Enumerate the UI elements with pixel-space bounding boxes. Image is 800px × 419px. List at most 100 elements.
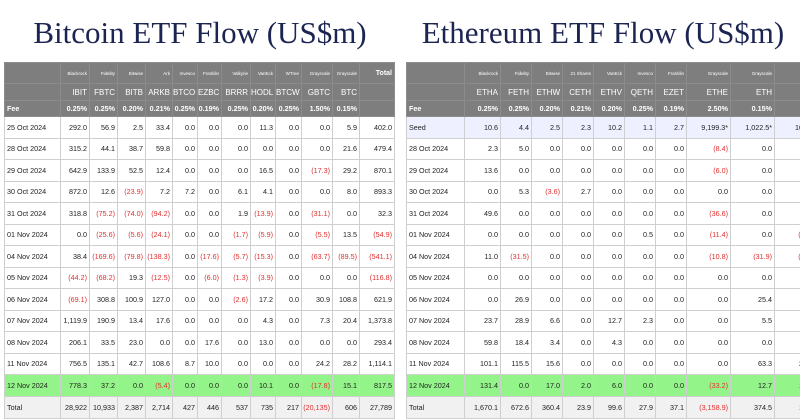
flow-value: 0.0 — [61, 224, 90, 246]
total-label: Total — [407, 396, 465, 418]
total-value: 23.9 — [563, 396, 594, 418]
flow-value: 1.9 — [222, 203, 251, 225]
flow-value: 42.7 — [118, 353, 146, 375]
flow-value: 0.0 — [563, 160, 594, 182]
flow-value: 0.0 — [501, 203, 532, 225]
flow-value: 206.1 — [61, 332, 90, 354]
flow-value: (11.4) — [687, 224, 731, 246]
flow-value: 817.5 — [360, 375, 395, 397]
ticker-header: GBTC — [302, 84, 333, 101]
flow-value: 20.4 — [333, 310, 360, 332]
row-date-label: 30 Oct 2024 — [5, 181, 61, 203]
row-date-label: 29 Oct 2024 — [407, 160, 465, 182]
ethereum-title: Ethereum ETF Flow (US$m) — [406, 0, 800, 62]
fee-value: 0.25% — [276, 101, 302, 117]
flow-value: 108.6 — [146, 353, 173, 375]
flow-value: 0.0 — [775, 267, 800, 289]
flow-value: 10.0 — [198, 353, 222, 375]
total-value: 37.1 — [656, 396, 687, 418]
total-value: 1,670.1 — [465, 396, 501, 418]
flow-value: (69.1) — [61, 289, 90, 311]
flow-value: 2.3 — [625, 310, 656, 332]
flow-value: 63.3 — [731, 353, 775, 375]
flow-value: 479.4 — [360, 138, 395, 160]
flow-value: 190.9 — [90, 310, 118, 332]
flow-value: 52.3 — [775, 289, 800, 311]
ticker-header: BTC — [333, 84, 360, 101]
flow-value: 8.7 — [173, 353, 198, 375]
flow-value: 1,119.9 — [61, 310, 90, 332]
fee-value: 0.15% — [731, 101, 775, 117]
issuer-header: Bitwise — [532, 63, 563, 84]
fee-value: 0.25% — [90, 101, 118, 117]
ticker-header: ETH — [731, 84, 775, 101]
flow-value: 0.0 — [276, 310, 302, 332]
flow-value: 2.5 — [532, 117, 563, 139]
ticker-header: BITB — [118, 84, 146, 101]
flow-value: 0.0 — [656, 203, 687, 225]
flow-value: 17.6 — [146, 310, 173, 332]
flow-value: 0.0 — [625, 138, 656, 160]
flow-value: (3.6) — [532, 181, 563, 203]
row-date-label: 01 Nov 2024 — [407, 224, 465, 246]
row-date-label: 11 Nov 2024 — [5, 353, 61, 375]
flow-value: 0.0 — [563, 138, 594, 160]
flow-value: 5.9 — [333, 117, 360, 139]
flow-value: 131.4 — [465, 375, 501, 397]
issuer-header: Franklin — [198, 63, 222, 84]
flow-value: 26.9 — [501, 289, 532, 311]
flow-value: 2.7 — [656, 117, 687, 139]
total-value: 217 — [276, 396, 302, 418]
flow-value: 0.0 — [594, 138, 625, 160]
flow-value: 0.0 — [276, 353, 302, 375]
fee-value: 0.19% — [656, 101, 687, 117]
header-corner — [407, 84, 465, 101]
flow-value: 0.0 — [625, 332, 656, 354]
fee-value: 0.19% — [198, 101, 222, 117]
flow-value: 33.5 — [90, 332, 118, 354]
fee-value: 0.15% — [333, 101, 360, 117]
ticker-header: BRRR — [222, 84, 251, 101]
flow-value: 0.0 — [625, 267, 656, 289]
flow-value: 7.6 — [775, 160, 800, 182]
flow-value: 0.0 — [687, 289, 731, 311]
row-date-label: 12 Nov 2024 — [407, 375, 465, 397]
flow-value: 0.0 — [687, 353, 731, 375]
issuer-header: Franklin — [656, 63, 687, 84]
flow-value: 29.2 — [333, 160, 360, 182]
flow-value: 108.8 — [333, 289, 360, 311]
flow-value: 0.0 — [687, 267, 731, 289]
flow-value: 0.0 — [222, 332, 251, 354]
flow-value: 52.5 — [118, 160, 146, 182]
flow-value: 0.0 — [276, 246, 302, 268]
flow-value: 127.0 — [146, 289, 173, 311]
fee-value — [360, 101, 395, 117]
flow-value: 0.0 — [563, 203, 594, 225]
flow-value: 0.0 — [276, 289, 302, 311]
ticker-header: FBTC — [90, 84, 118, 101]
issuer-header: Ark — [146, 63, 173, 84]
flow-value: 0.0 — [594, 160, 625, 182]
flow-value: 0.0 — [532, 203, 563, 225]
flow-value: 17.2 — [251, 289, 276, 311]
flow-value: 16.5 — [251, 160, 276, 182]
flow-value: 5.5 — [731, 310, 775, 332]
total-value: 2,714 — [146, 396, 173, 418]
fee-value — [775, 101, 800, 117]
flow-value: 0.0 — [501, 267, 532, 289]
flow-value: 6.1 — [222, 181, 251, 203]
flow-value: 56.9 — [90, 117, 118, 139]
flow-value: 0.0 — [198, 160, 222, 182]
flow-value: (25.6) — [90, 224, 118, 246]
flow-value: 0.0 — [198, 181, 222, 203]
flow-value: (3.9) — [251, 267, 276, 289]
flow-value: (541.1) — [360, 246, 395, 268]
